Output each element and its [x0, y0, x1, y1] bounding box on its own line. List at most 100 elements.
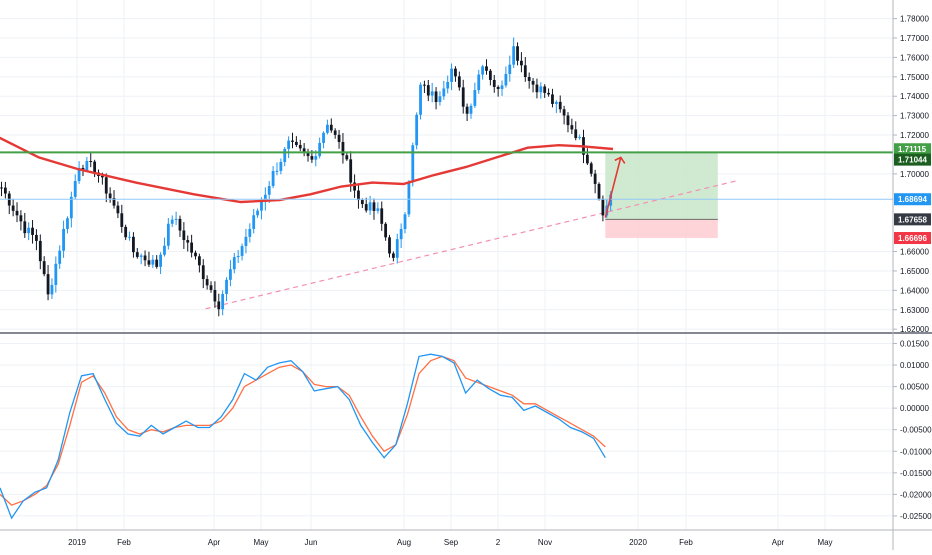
candle-body [244, 236, 248, 247]
candle-body [539, 86, 543, 93]
candle-body [252, 215, 256, 229]
candle-body [585, 154, 589, 164]
candle-body [535, 84, 539, 93]
candle-body [120, 213, 124, 227]
candle-body [469, 105, 473, 114]
price-badge-label: 1.71044 [898, 156, 927, 165]
candle-body [108, 193, 112, 199]
candle-body [155, 259, 159, 267]
oscillator-tick-label: -0.02500 [900, 512, 932, 521]
candle-body [3, 187, 7, 194]
candle-body [578, 137, 582, 139]
candle-body [570, 125, 574, 130]
price-badge-label: 1.71115 [898, 145, 927, 154]
candle-body [263, 194, 267, 202]
candle-body [442, 88, 446, 97]
candle-body [527, 77, 531, 81]
candle-body [360, 200, 364, 205]
candle-body [248, 228, 252, 237]
candle-body [512, 46, 516, 65]
candle-body [601, 198, 605, 216]
candle-body [593, 173, 597, 184]
candle-body [547, 92, 550, 95]
candle-body [151, 259, 155, 265]
trendline-layer [205, 180, 738, 310]
candle-body [205, 279, 209, 286]
time-tick-label: Nov [538, 538, 552, 547]
candle-body [35, 234, 38, 241]
candle-body [275, 170, 279, 172]
candle-body [54, 263, 58, 285]
time-tick-label: Feb [679, 538, 693, 547]
candle-body [461, 87, 465, 107]
candle-body [166, 223, 170, 246]
candle-body [485, 66, 488, 71]
candle-body [50, 284, 54, 295]
candle-body [201, 265, 205, 280]
price-tick-label: 1.73000 [900, 112, 929, 121]
oscillator-tick-label: -0.01500 [900, 469, 932, 478]
candle-body [384, 223, 388, 238]
candles [0, 37, 613, 317]
candle-body [589, 163, 593, 174]
candle-body [326, 124, 329, 133]
candle-body [85, 161, 89, 171]
candle-body [399, 229, 403, 240]
price-badge [894, 232, 931, 245]
candle-body [465, 106, 469, 114]
candle-body [0, 187, 3, 189]
candle-body [597, 183, 601, 199]
candle-body [314, 156, 318, 160]
price-badge-label: 1.67658 [898, 215, 927, 224]
candle-body [170, 219, 174, 224]
price-tick-label: 1.78000 [900, 15, 929, 24]
price-tick-label: 1.63000 [900, 306, 929, 315]
candle-body [143, 255, 147, 261]
candle-body [372, 202, 376, 211]
candle-body [318, 142, 322, 157]
price-badge [894, 153, 931, 166]
candle-body [488, 70, 492, 80]
candle-body [46, 274, 50, 295]
candle-body [430, 91, 434, 96]
candle-body [302, 148, 306, 153]
oscillator-tick-label: -0.02000 [900, 490, 932, 499]
candle-body [496, 86, 500, 89]
candle-body [508, 64, 512, 74]
candle-body [38, 240, 42, 262]
candle-body [116, 205, 120, 214]
price-tick-label: 1.70000 [900, 170, 929, 179]
candle-body [190, 242, 194, 253]
candle-body [291, 140, 294, 142]
candle-body [135, 252, 139, 257]
price-tick-label: 1.76000 [900, 53, 929, 62]
candle-body [322, 132, 325, 143]
candle-body [298, 144, 302, 149]
candle-body [306, 152, 310, 157]
projection-arrow [604, 157, 622, 218]
candle-body [419, 84, 422, 115]
candle-body [426, 85, 430, 96]
candle-body [454, 68, 457, 77]
candle-body [341, 142, 345, 156]
candle-body [73, 181, 77, 197]
price-tick-label: 1.66000 [900, 248, 929, 257]
oscillator-layer [0, 353, 606, 520]
candle-body [100, 175, 104, 178]
candle-body [194, 252, 197, 257]
candle-body [31, 227, 34, 235]
candle-body [19, 215, 23, 222]
candle-body [364, 204, 368, 211]
candle-body [174, 218, 178, 220]
candle-body [279, 161, 283, 171]
candle-body [357, 190, 360, 201]
candle-body [225, 279, 228, 294]
time-tick-label: 2020 [629, 538, 647, 547]
candle-body [407, 182, 411, 215]
candle-body [329, 124, 333, 131]
candle-body [438, 96, 442, 103]
price-tick-label: 1.65000 [900, 267, 929, 276]
